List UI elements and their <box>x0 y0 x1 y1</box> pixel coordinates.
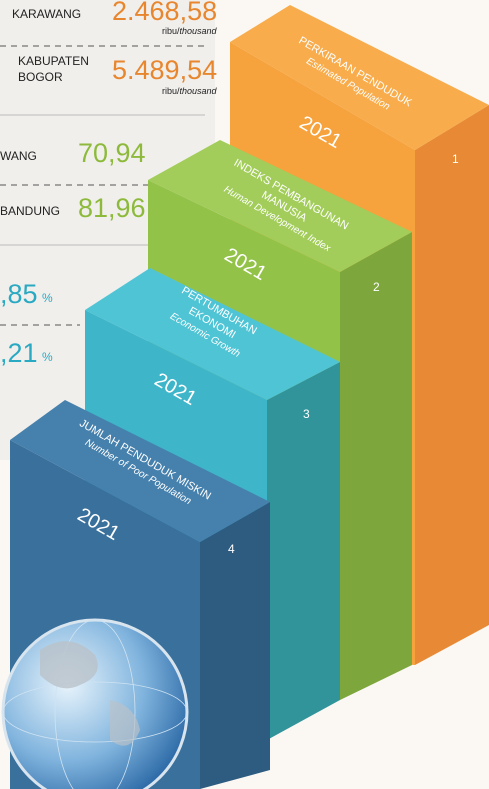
value: 2.468,58 <box>112 0 217 26</box>
step-number: 1 <box>452 152 459 166</box>
unit-en: thousand <box>180 26 218 36</box>
step-number: 4 <box>228 542 235 556</box>
unit: ribu/thousand <box>162 86 218 96</box>
value: 70,94 <box>78 138 146 168</box>
value: ,85 <box>0 279 38 309</box>
region: BANDUNG <box>0 204 60 218</box>
unit-id: ribu/ <box>162 86 180 96</box>
unit-en: thousand <box>180 86 218 96</box>
value: 5.489,54 <box>112 55 217 85</box>
globe <box>3 620 187 789</box>
region: WANG <box>0 149 37 163</box>
unit: % <box>42 291 53 305</box>
infographic: KARAWANG 2.468,58 ribu/thousand KABUPATE… <box>0 0 489 789</box>
side-face <box>340 232 412 700</box>
side-face <box>415 105 489 665</box>
step-number: 3 <box>303 407 310 421</box>
step-number: 2 <box>373 280 380 294</box>
region: KARAWANG <box>12 7 81 21</box>
side-face <box>200 502 270 789</box>
value: ,21 <box>0 338 38 368</box>
unit: ribu/thousand <box>162 26 218 36</box>
value: 81,96 <box>78 193 146 223</box>
unit: % <box>42 350 53 364</box>
region: KABUPATEN <box>18 54 89 68</box>
unit-id: ribu/ <box>162 26 180 36</box>
region: BOGOR <box>18 70 63 84</box>
